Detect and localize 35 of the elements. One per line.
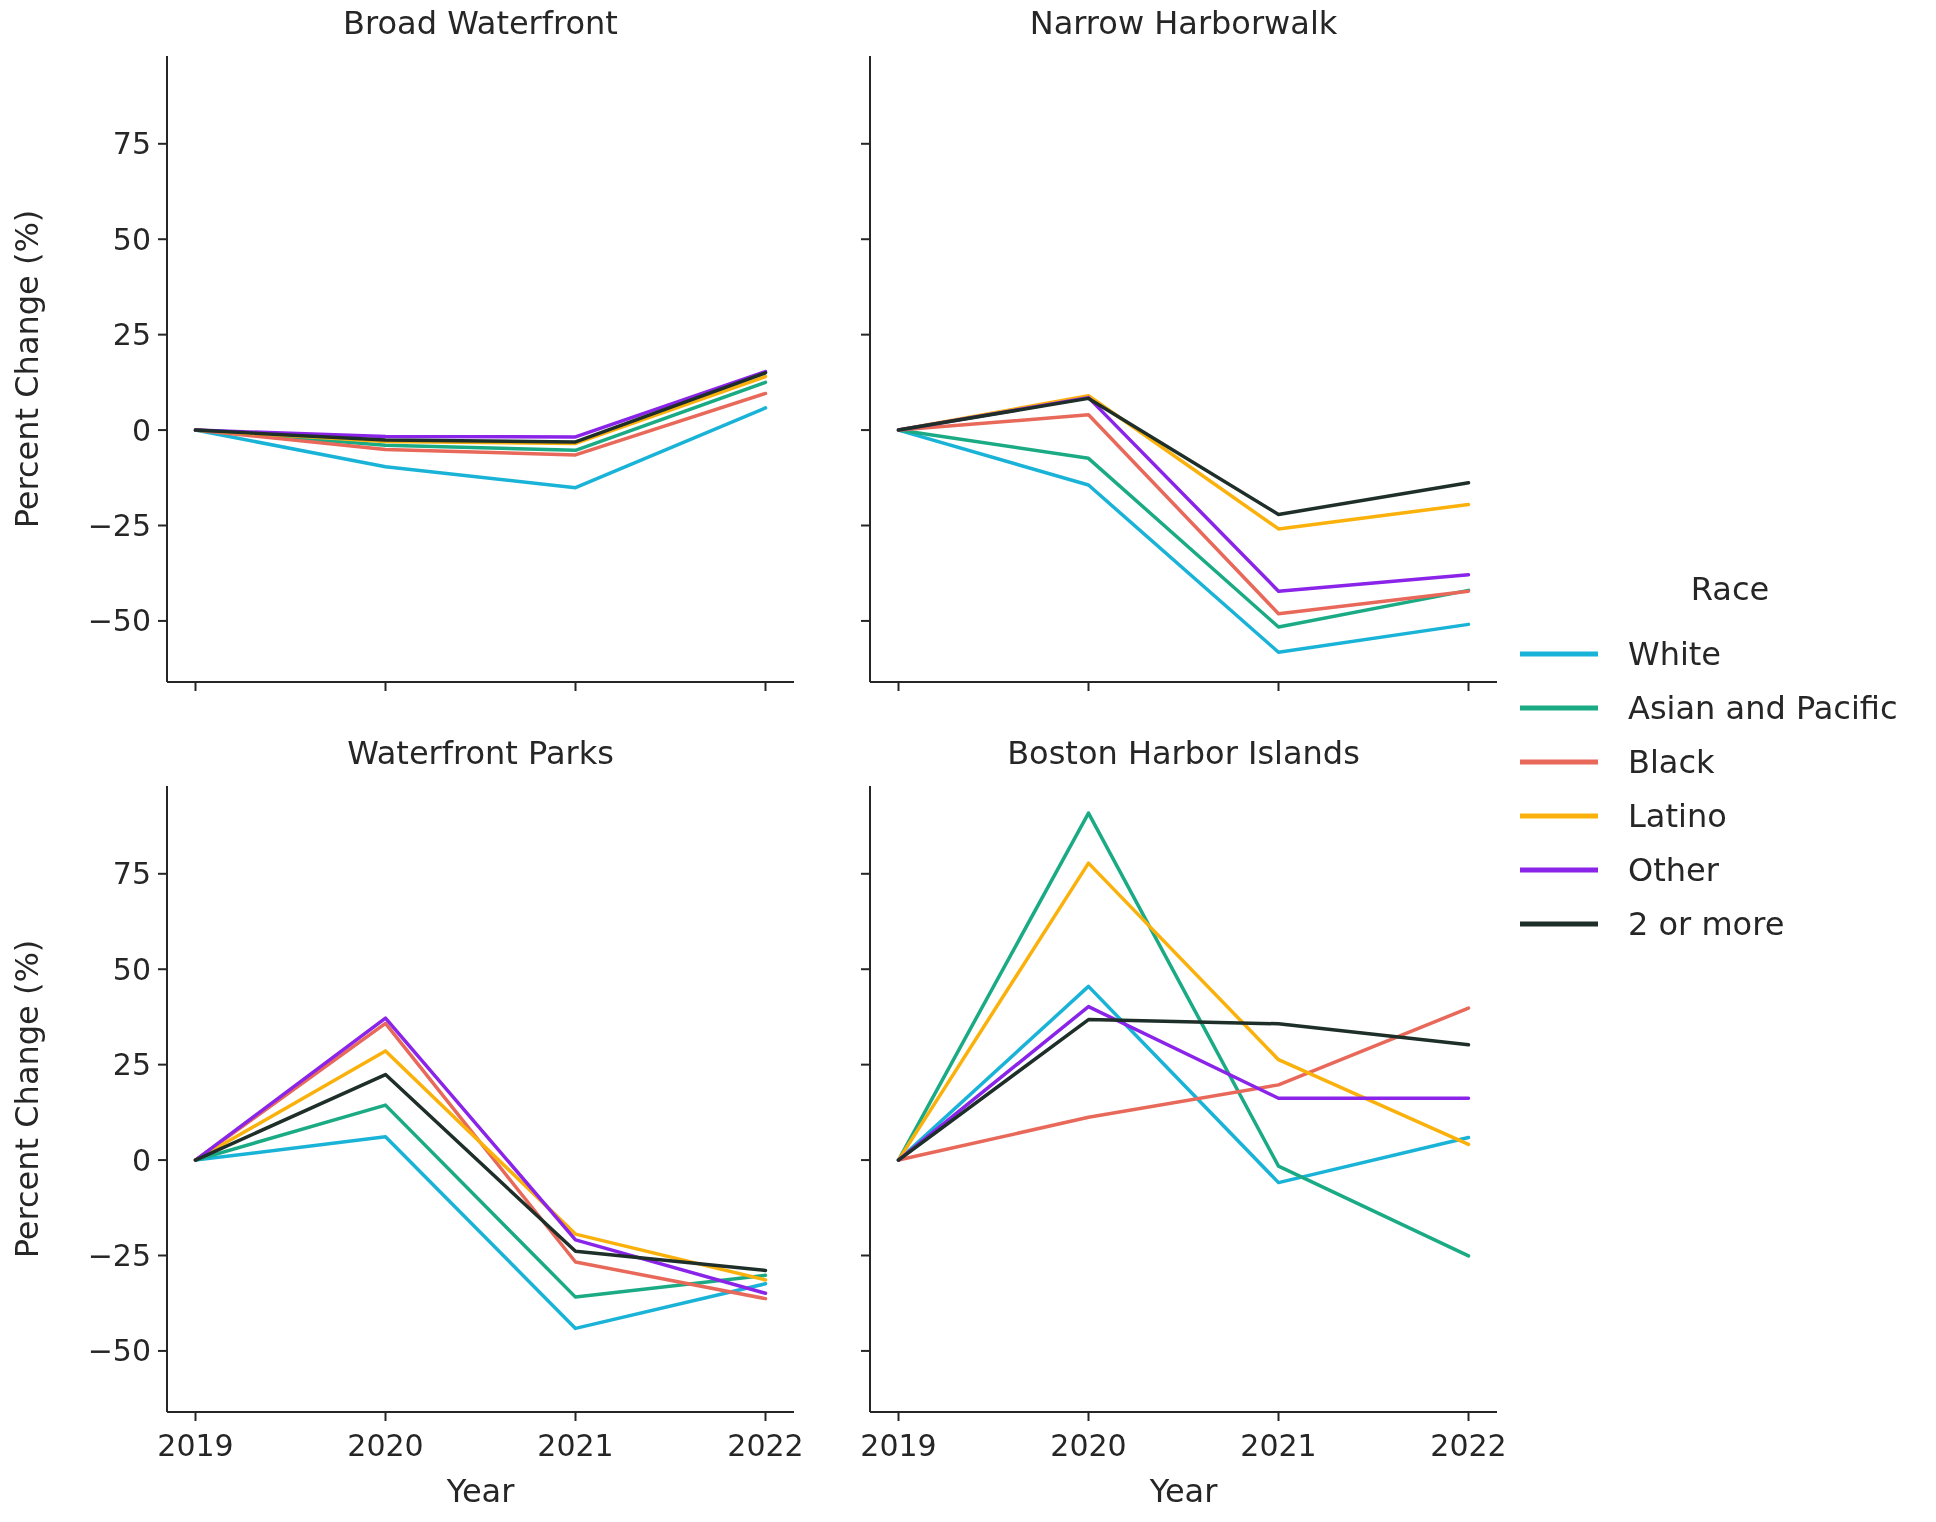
x-axis-title: Year bbox=[1148, 1472, 1219, 1510]
x-tick-label: 2020 bbox=[347, 1428, 424, 1463]
x-tick-label: 2021 bbox=[1240, 1428, 1317, 1463]
y-tick-label: 25 bbox=[112, 1047, 151, 1083]
y-tick-label: 25 bbox=[112, 317, 151, 353]
y-tick-label: −50 bbox=[87, 603, 151, 639]
y-tick-label: 50 bbox=[112, 951, 151, 987]
legend-label: Asian and Pacific bbox=[1628, 689, 1898, 728]
x-tick-label: 2020 bbox=[1050, 1428, 1127, 1463]
y-axis-title: Percent Change (%) bbox=[8, 209, 47, 529]
chart-title: Waterfront Parks bbox=[347, 734, 614, 772]
chart-title: Broad Waterfront bbox=[343, 4, 618, 42]
chart-title: Boston Harbor Islands bbox=[1007, 734, 1360, 772]
x-tick-label: 2019 bbox=[157, 1428, 234, 1463]
y-tick-label: −50 bbox=[87, 1333, 151, 1369]
y-tick-label: 75 bbox=[112, 856, 151, 892]
legend-label: Black bbox=[1628, 743, 1716, 782]
x-tick-label: 2022 bbox=[727, 1428, 804, 1463]
y-tick-label: −25 bbox=[87, 508, 151, 543]
y-axis-title: Percent Change (%) bbox=[8, 939, 47, 1259]
x-axis-title: Year bbox=[445, 1472, 516, 1510]
x-tick-label: 2022 bbox=[1430, 1428, 1507, 1463]
legend-label: 2 or more bbox=[1628, 905, 1785, 944]
y-tick-label: 50 bbox=[112, 221, 151, 257]
x-tick-label: 2021 bbox=[537, 1428, 614, 1463]
legend-title: Race bbox=[1690, 570, 1770, 608]
y-tick-label: 0 bbox=[131, 412, 151, 448]
x-tick-label: 2019 bbox=[860, 1428, 937, 1463]
y-tick-label: −25 bbox=[87, 1238, 151, 1273]
y-tick-label: 0 bbox=[131, 1142, 151, 1178]
legend-label: Latino bbox=[1628, 797, 1727, 836]
y-tick-label: 75 bbox=[112, 126, 151, 162]
chart-title: Narrow Harborwalk bbox=[1029, 4, 1338, 42]
legend-label: Other bbox=[1628, 851, 1720, 890]
legend-label: White bbox=[1628, 635, 1722, 674]
